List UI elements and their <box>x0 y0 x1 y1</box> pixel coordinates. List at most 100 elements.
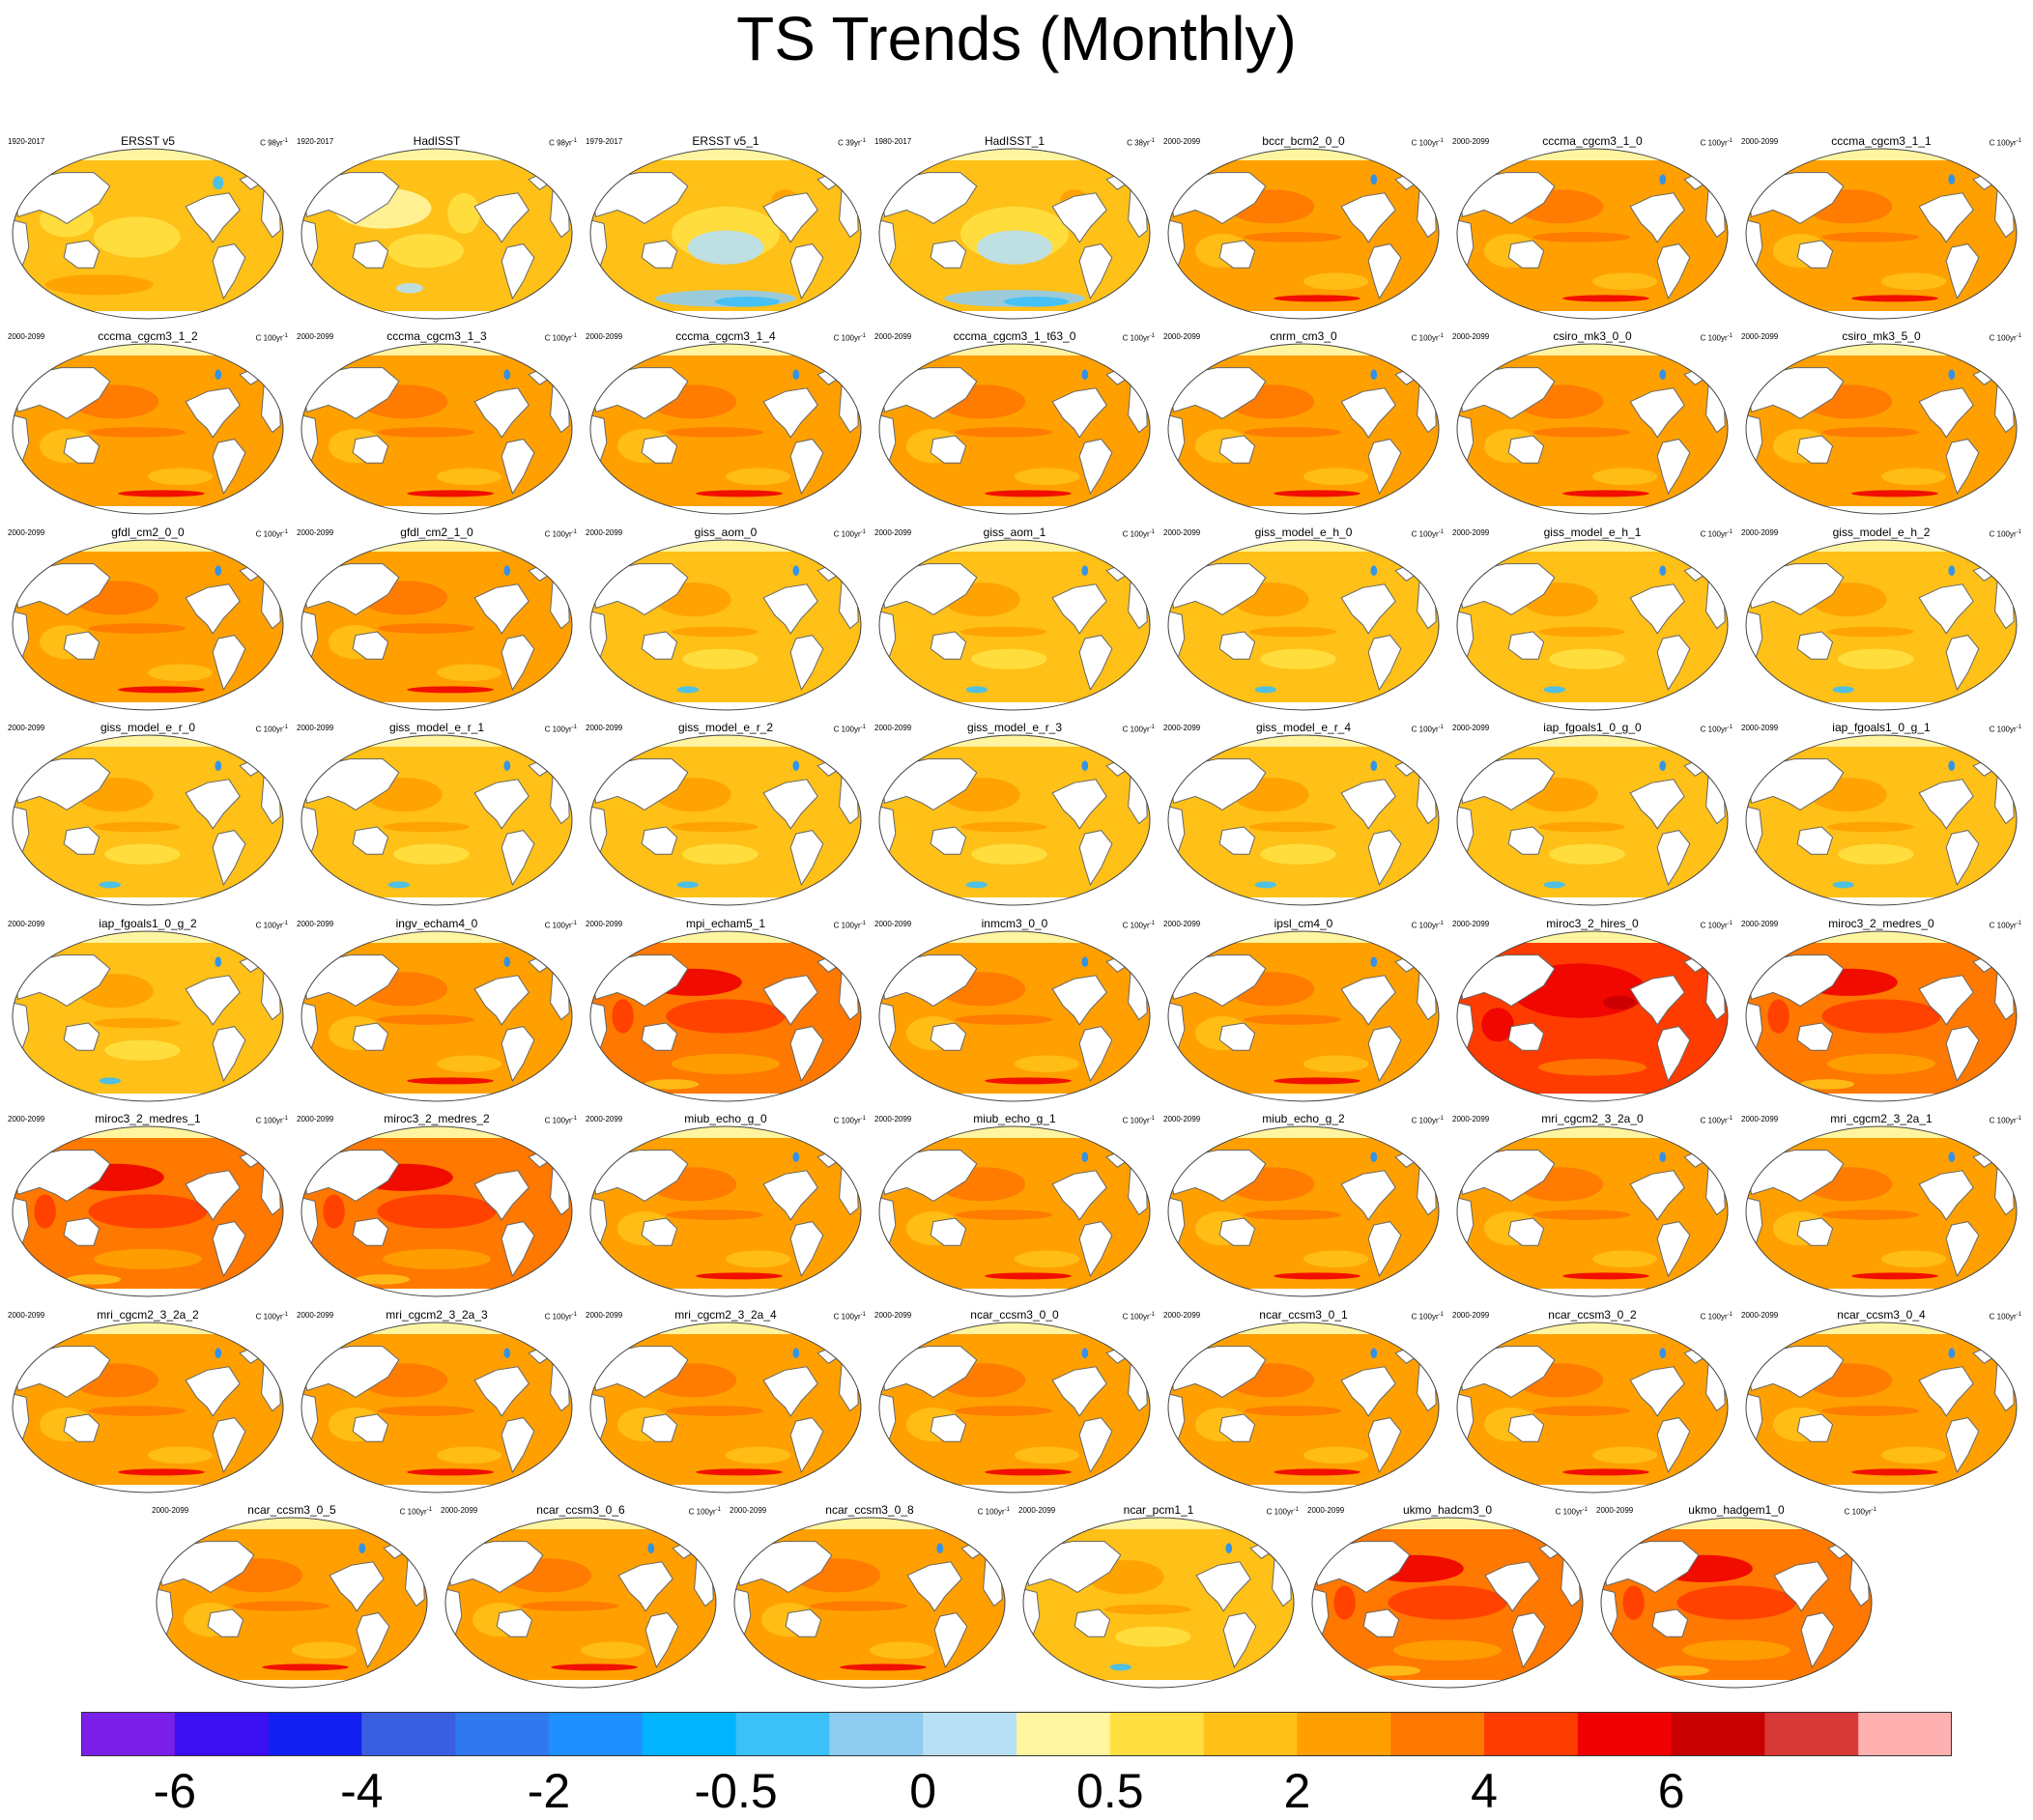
world-map <box>301 343 573 515</box>
antarctica <box>1746 702 2017 710</box>
antarctica <box>13 506 283 514</box>
world-map <box>1311 1517 1584 1689</box>
trend-patch <box>118 686 205 694</box>
panel-period: 2000-2099 <box>1741 1115 1779 1123</box>
land-mass <box>352 1022 389 1051</box>
trend-patch <box>955 1406 1053 1416</box>
land-mass <box>1507 1217 1545 1246</box>
map-outline <box>733 1517 1006 1689</box>
panel-period: 2000-2099 <box>874 724 912 732</box>
land-mass <box>473 1170 530 1221</box>
panel-period: 2000-2099 <box>586 1311 623 1320</box>
panel-units: C 100yr-1 <box>1411 1312 1444 1322</box>
land-mass <box>1051 583 1107 635</box>
world-map <box>301 539 573 711</box>
land-mass <box>501 635 535 692</box>
panel-period: 2000-2099 <box>874 920 912 928</box>
land-mass <box>1945 439 1980 496</box>
map-outline <box>878 148 1151 320</box>
trend-patch <box>88 1194 208 1229</box>
antarctica <box>1457 897 1728 905</box>
panel-period: 2000-2099 <box>8 1115 45 1123</box>
panel-period: 2000-2099 <box>1741 528 1779 537</box>
antarctica <box>879 702 1150 710</box>
land-mass <box>906 1561 962 1612</box>
colorbar <box>81 1712 1952 1756</box>
world-map <box>589 1125 862 1297</box>
antarctica <box>1168 897 1439 905</box>
panel-period: 2000-2099 <box>297 528 334 537</box>
trend-patch <box>810 1601 908 1611</box>
map-panel: mri_cgcm2_3_2a_2 2000-2099 C 100yr-1 <box>8 1305 288 1494</box>
colorbar-swatch <box>1577 1712 1673 1756</box>
trend-patch <box>407 490 494 498</box>
map-outline <box>878 1125 1151 1297</box>
trend-patch <box>215 956 222 967</box>
world-map <box>1456 734 1729 906</box>
trend-patch <box>1015 468 1080 486</box>
antarctica <box>1457 506 1728 514</box>
antarctica <box>13 1094 283 1101</box>
land-mass <box>1367 439 1402 496</box>
land-mass <box>785 1608 822 1637</box>
panel-units: C 100yr-1 <box>1122 1312 1155 1322</box>
map-outline <box>589 930 862 1102</box>
land-mass <box>212 1221 246 1278</box>
panel-period: 2000-2099 <box>586 920 623 928</box>
land-mass <box>185 1366 241 1417</box>
panel-period: 2000-2099 <box>297 332 334 341</box>
map-outline <box>1745 1322 2018 1493</box>
trend-patch <box>1274 1272 1360 1280</box>
land-mass <box>1484 1561 1540 1612</box>
trend-patch <box>1249 626 1336 638</box>
panel-title: inmcm3_0_0 <box>981 917 1048 930</box>
ocean-field <box>13 931 283 1101</box>
map-panel: ncar_ccsm3_0_2 2000-2099 C 100yr-1 <box>1452 1305 1732 1494</box>
trend-patch <box>960 821 1047 833</box>
land-mass <box>930 1022 967 1051</box>
world-map <box>301 1125 573 1297</box>
land-mass <box>1051 192 1107 243</box>
trend-patch <box>1549 843 1625 865</box>
antarctica <box>1746 1289 2017 1296</box>
map-panel: ncar_ccsm3_0_5 2000-2099 C 100yr-1 <box>152 1500 432 1690</box>
panel-title: mri_cgcm2_3_2a_2 <box>97 1308 199 1322</box>
panel-title: giss_model_e_r_2 <box>677 721 774 734</box>
panel-units: C 100yr-1 <box>1989 333 2021 343</box>
land-mass <box>473 779 530 830</box>
world-map <box>12 1125 284 1297</box>
map-outline <box>1167 343 1440 515</box>
map-outline <box>1745 539 2018 711</box>
world-map <box>12 148 284 320</box>
trend-patch <box>1827 1053 1935 1074</box>
world-map <box>1167 539 1440 711</box>
trend-patch <box>1370 956 1378 967</box>
map-outline <box>1167 148 1440 320</box>
land-mass <box>1507 240 1545 269</box>
land-mass <box>207 1608 244 1637</box>
world-map <box>301 1322 573 1493</box>
panel-title: miroc3_2_medres_0 <box>1828 917 1934 930</box>
map-outline <box>1745 148 2018 320</box>
land-mass <box>1218 1022 1256 1051</box>
trend-patch <box>1244 427 1342 438</box>
trend-patch <box>1659 174 1667 185</box>
land-mass <box>1511 1612 1546 1669</box>
land-mass <box>1340 583 1396 635</box>
trend-patch <box>1015 1446 1080 1465</box>
trend-patch <box>387 234 464 269</box>
trend-patch <box>213 176 224 190</box>
panel-units: C 39yr-1 <box>838 138 866 148</box>
trend-patch <box>936 1543 944 1553</box>
land-mass <box>930 240 967 269</box>
land-mass <box>63 631 100 660</box>
map-outline <box>589 148 862 320</box>
panel-title: ncar_ccsm3_0_4 <box>1837 1308 1926 1322</box>
trend-patch <box>672 1053 780 1074</box>
panel-units: C 100yr-1 <box>977 1507 1010 1517</box>
land-mass <box>1074 1608 1111 1637</box>
panel-title: mri_cgcm2_3_2a_4 <box>674 1308 777 1322</box>
land-mass <box>185 192 241 243</box>
panel-units: C 100yr-1 <box>1411 725 1444 734</box>
land-mass <box>641 1022 678 1051</box>
